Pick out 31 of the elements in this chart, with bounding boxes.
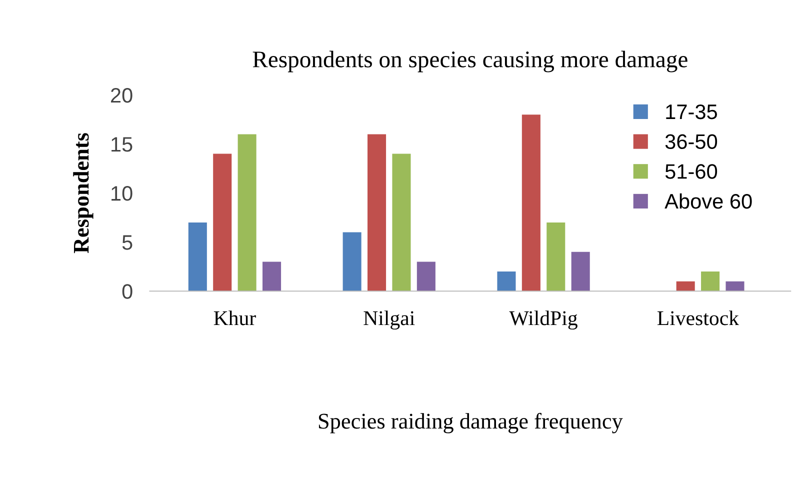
bar <box>392 154 411 292</box>
bar <box>262 262 282 292</box>
y-tick-label: 20 <box>111 88 132 103</box>
y-tick-label: 15 <box>112 137 132 152</box>
bar <box>416 262 436 292</box>
x-tick-label: Nilgai <box>364 310 415 330</box>
bar <box>188 222 207 292</box>
legend-label: Above 60 <box>664 193 752 209</box>
bar <box>676 281 695 292</box>
bar <box>546 222 566 292</box>
bar <box>213 154 232 292</box>
x-tick-label: Khur <box>214 310 256 326</box>
y-axis-title: Respondents <box>73 133 94 254</box>
bar <box>497 272 516 292</box>
y-tick-label: 0 <box>122 284 132 299</box>
legend-label: 51-60 <box>665 164 718 179</box>
bar <box>701 272 720 292</box>
x-axis-title: Species raiding damage frequency <box>318 412 623 434</box>
bar <box>522 114 540 292</box>
bar <box>368 134 386 292</box>
bar <box>726 281 744 292</box>
bar <box>342 232 362 292</box>
legend-label: 17-35 <box>666 104 717 120</box>
bar <box>571 252 590 292</box>
x-tick-label: Livestock <box>657 310 740 326</box>
chart-title: Respondents on species causing more damage <box>252 50 688 72</box>
bar <box>238 134 256 292</box>
x-tick-label: WildPig <box>509 310 578 330</box>
legend-label: 36-50 <box>665 134 718 150</box>
y-tick-label: 5 <box>122 235 132 250</box>
y-tick-label: 10 <box>112 186 132 201</box>
